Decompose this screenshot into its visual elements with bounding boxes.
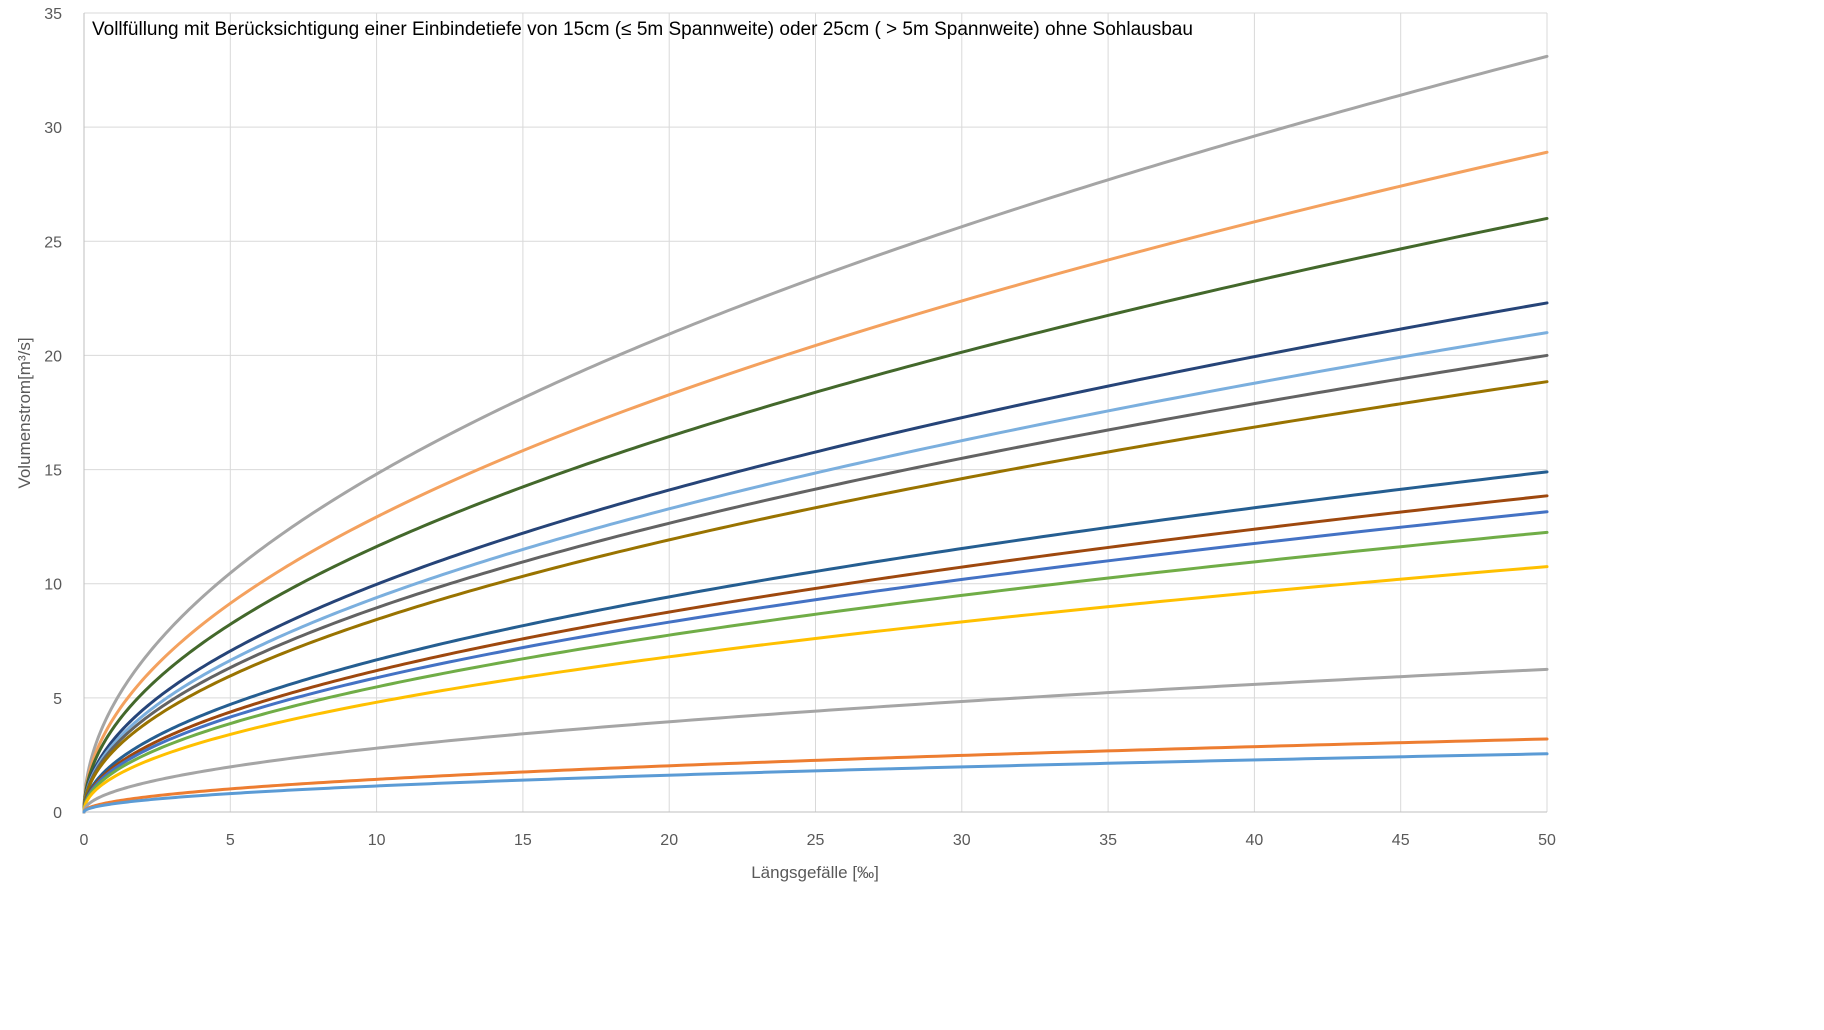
x-tick-label: 20 <box>660 832 678 849</box>
axes <box>83 13 1547 813</box>
x-tick-label: 0 <box>80 832 89 849</box>
series-line-9 <box>82 494 1549 814</box>
series-line-14 <box>82 737 1549 814</box>
series-lines <box>82 54 1549 814</box>
y-tick-label: 15 <box>44 463 62 480</box>
x-tick-label: 40 <box>1246 832 1264 849</box>
y-tick-label: 25 <box>44 234 62 251</box>
series-line-10 <box>82 510 1549 814</box>
series-line-2 <box>82 150 1549 814</box>
series-line-4 <box>82 301 1549 814</box>
series-line-7 <box>82 380 1549 814</box>
series-line-5 <box>82 331 1549 814</box>
x-tick-label: 25 <box>807 832 825 849</box>
x-tick-label: 35 <box>1099 832 1117 849</box>
tick-labels: 0 5 10 15 20 25 30 35 40 45 50 0 5 10 15 20 25 30 35 <box>44 6 1556 849</box>
gridlines <box>84 12 1548 812</box>
series-line-1 <box>82 54 1549 814</box>
x-tick-label: 15 <box>514 832 532 849</box>
y-tick-label: 35 <box>44 6 62 23</box>
chart-subtitle: Vollfüllung mit Berücksichtigung einer E… <box>92 19 1193 40</box>
series-line-6 <box>82 353 1549 814</box>
line-chart: 0 5 10 15 20 25 30 35 40 45 50 0 5 10 15 20 25 30 35 Vollf… <box>15 6 1556 882</box>
y-tick-label: 5 <box>53 691 62 708</box>
series-line-12 <box>82 565 1549 814</box>
series-line-11 <box>82 530 1549 814</box>
series-line-8 <box>82 470 1549 814</box>
y-tick-label: 20 <box>44 348 62 365</box>
x-tick-label: 5 <box>226 832 235 849</box>
x-tick-label: 50 <box>1538 832 1556 849</box>
x-tick-label: 30 <box>953 832 971 849</box>
y-axis-title: Volumenstrom[m³/s] <box>15 337 34 488</box>
x-axis-title: Längsgefälle [‰] <box>751 863 879 882</box>
chart-frame: 0 5 10 15 20 25 30 35 40 45 50 0 5 10 15 20 25 30 35 Vollf… <box>15 6 1556 882</box>
x-tick-label: 10 <box>368 832 386 849</box>
x-tick-label: 45 <box>1392 832 1410 849</box>
y-tick-label: 30 <box>44 120 62 137</box>
series-line-3 <box>82 216 1549 814</box>
y-tick-label: 0 <box>53 805 62 822</box>
series-line-15 <box>82 752 1549 814</box>
series-line-13 <box>82 667 1549 814</box>
y-tick-label: 10 <box>44 577 62 594</box>
